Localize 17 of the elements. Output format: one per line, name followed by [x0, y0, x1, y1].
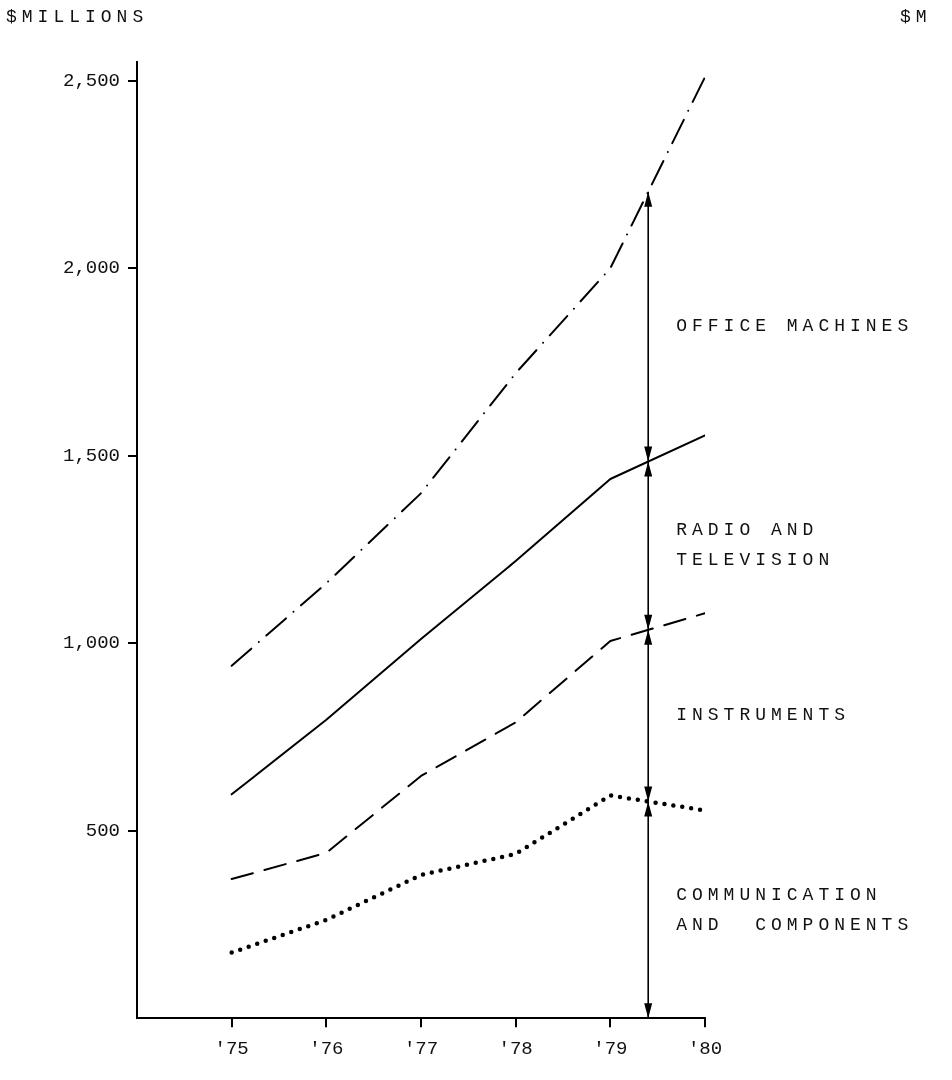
- annotation: COMMUNICATION AND COMPONENTS: [676, 884, 914, 935]
- annotation: OFFICE MACHINES: [676, 316, 914, 337]
- x-tick-label: '80: [687, 1037, 723, 1060]
- y-tick-label: 2,500: [62, 69, 120, 92]
- y-tick-label: 1,500: [62, 444, 120, 467]
- y-axis-title: $MILLIONS: [6, 6, 149, 27]
- x-tick-label: '77: [403, 1037, 439, 1060]
- annotation: INSTRUMENTS: [676, 705, 851, 726]
- x-tick-label: '79: [593, 1037, 628, 1060]
- x-tick-label: '75: [214, 1037, 249, 1060]
- y-tick-label: 1,000: [62, 632, 120, 655]
- x-tick-label: '76: [309, 1037, 344, 1060]
- x-tick-label: '78: [498, 1037, 533, 1060]
- annotation: RADIO AND TELEVISION: [676, 520, 835, 571]
- y-tick-label: 2,000: [62, 257, 120, 280]
- text: $M: [900, 6, 932, 27]
- y-tick-label: 500: [85, 819, 120, 842]
